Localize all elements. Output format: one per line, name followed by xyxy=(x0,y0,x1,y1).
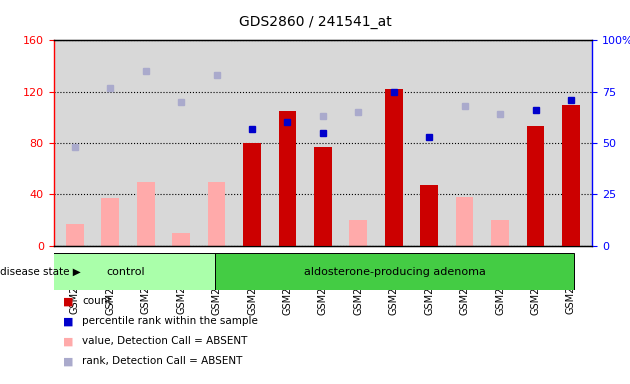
Text: value, Detection Call = ABSENT: value, Detection Call = ABSENT xyxy=(82,336,247,346)
Bar xyxy=(172,233,190,246)
Bar xyxy=(420,185,438,246)
Text: aldosterone-producing adenoma: aldosterone-producing adenoma xyxy=(304,266,486,277)
Text: ■: ■ xyxy=(63,316,74,326)
Text: GDS2860 / 241541_at: GDS2860 / 241541_at xyxy=(239,15,391,29)
Bar xyxy=(350,220,367,246)
Bar xyxy=(215,253,574,290)
Bar xyxy=(36,253,215,290)
Bar xyxy=(455,197,474,246)
Bar xyxy=(562,104,580,246)
Bar xyxy=(66,224,84,246)
Text: rank, Detection Call = ABSENT: rank, Detection Call = ABSENT xyxy=(82,356,243,366)
Bar xyxy=(314,147,332,246)
Bar xyxy=(314,220,332,246)
Text: percentile rank within the sample: percentile rank within the sample xyxy=(82,316,258,326)
Text: ■: ■ xyxy=(63,356,74,366)
Text: count: count xyxy=(82,296,112,306)
Text: disease state ▶: disease state ▶ xyxy=(0,266,81,277)
Bar xyxy=(101,198,119,246)
Bar xyxy=(137,182,154,246)
Text: ■: ■ xyxy=(63,296,74,306)
Text: ■: ■ xyxy=(63,336,74,346)
Bar xyxy=(278,111,296,246)
Bar xyxy=(491,220,509,246)
Bar xyxy=(243,143,261,246)
Bar xyxy=(385,89,403,246)
Bar xyxy=(208,182,226,246)
Text: control: control xyxy=(106,266,145,277)
Bar xyxy=(527,126,544,246)
